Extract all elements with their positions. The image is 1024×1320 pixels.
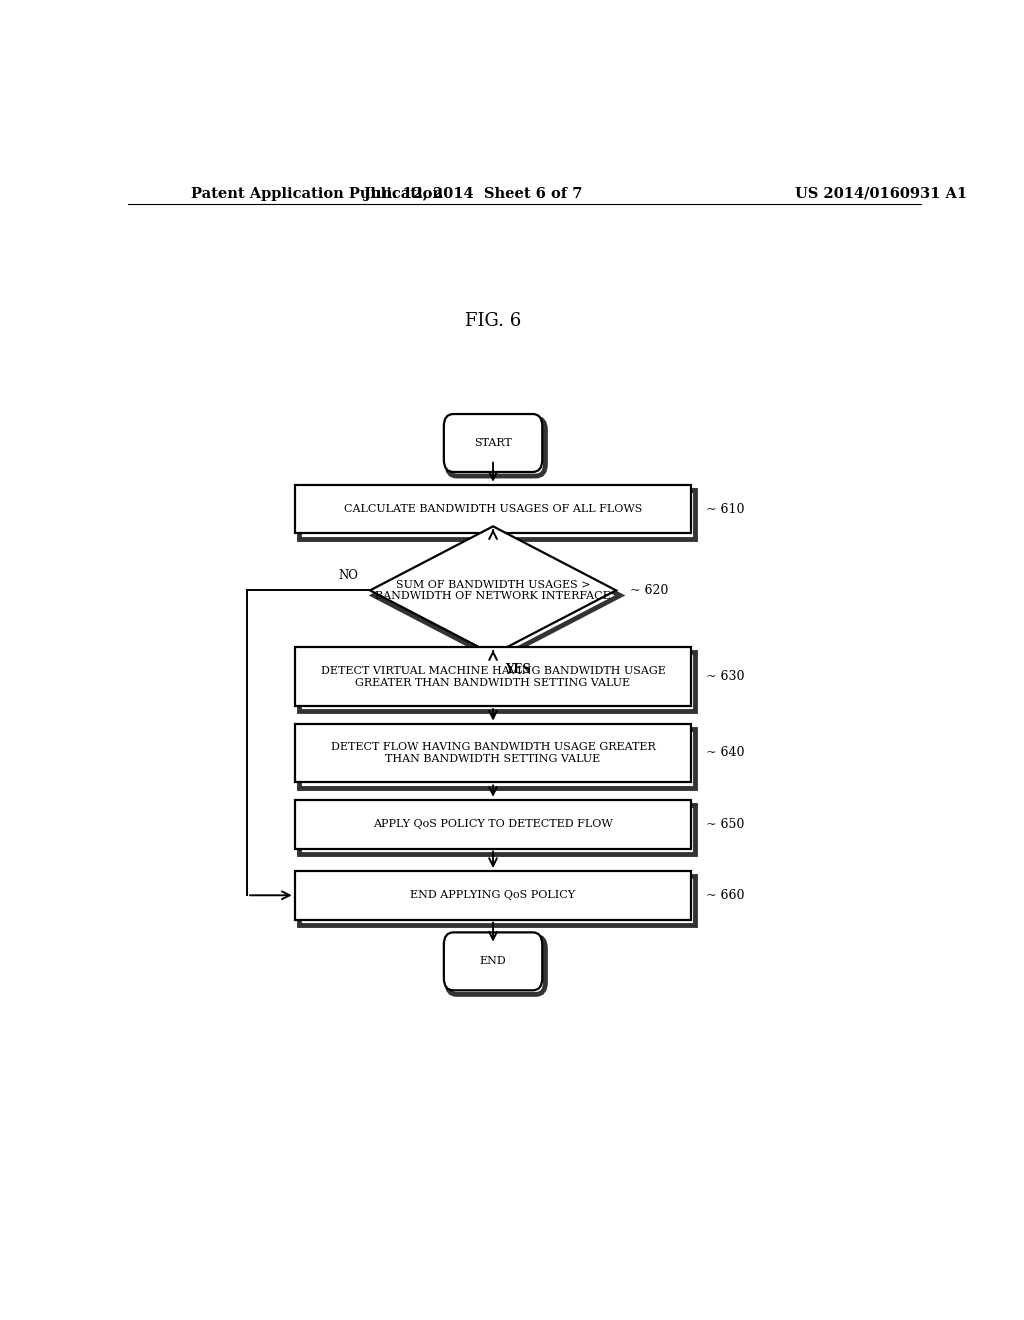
Text: DETECT VIRTUAL MACHINE HAVING BANDWIDTH USAGE
GREATER THAN BANDWIDTH SETTING VAL: DETECT VIRTUAL MACHINE HAVING BANDWIDTH …	[321, 667, 666, 688]
Polygon shape	[295, 871, 691, 920]
Polygon shape	[299, 652, 695, 711]
Text: ~ 620: ~ 620	[631, 583, 669, 597]
Polygon shape	[299, 490, 695, 539]
Text: DETECT FLOW HAVING BANDWIDTH USAGE GREATER
THAN BANDWIDTH SETTING VALUE: DETECT FLOW HAVING BANDWIDTH USAGE GREAT…	[331, 742, 655, 764]
Text: NO: NO	[338, 569, 358, 582]
Polygon shape	[295, 484, 691, 533]
FancyBboxPatch shape	[447, 936, 546, 994]
Text: CALCULATE BANDWIDTH USAGES OF ALL FLOWS: CALCULATE BANDWIDTH USAGES OF ALL FLOWS	[344, 504, 642, 513]
Polygon shape	[295, 647, 691, 706]
Text: ~ 610: ~ 610	[706, 503, 744, 516]
Text: YES: YES	[505, 663, 530, 676]
Polygon shape	[299, 805, 695, 854]
Text: SUM OF BANDWIDTH USAGES >
BANDWIDTH OF NETWORK INTERFACE: SUM OF BANDWIDTH USAGES > BANDWIDTH OF N…	[375, 579, 611, 601]
FancyBboxPatch shape	[443, 932, 543, 990]
Text: FIG. 6: FIG. 6	[465, 312, 521, 330]
Text: END APPLYING QoS POLICY: END APPLYING QoS POLICY	[411, 890, 575, 900]
Text: START: START	[474, 438, 512, 447]
Polygon shape	[374, 532, 620, 660]
Text: ~ 650: ~ 650	[706, 817, 744, 830]
Polygon shape	[370, 527, 616, 655]
Text: ~ 640: ~ 640	[706, 747, 744, 759]
Polygon shape	[295, 800, 691, 849]
Polygon shape	[295, 723, 691, 783]
FancyBboxPatch shape	[447, 418, 546, 477]
Polygon shape	[299, 876, 695, 925]
Text: ~ 630: ~ 630	[706, 671, 744, 684]
Text: US 2014/0160931 A1: US 2014/0160931 A1	[795, 187, 967, 201]
FancyBboxPatch shape	[443, 414, 543, 473]
Text: APPLY QoS POLICY TO DETECTED FLOW: APPLY QoS POLICY TO DETECTED FLOW	[373, 820, 613, 829]
Text: END: END	[479, 957, 507, 966]
Text: ~ 660: ~ 660	[706, 888, 744, 902]
Text: Jun. 12, 2014  Sheet 6 of 7: Jun. 12, 2014 Sheet 6 of 7	[364, 187, 583, 201]
Polygon shape	[299, 729, 695, 788]
Text: Patent Application Publication: Patent Application Publication	[191, 187, 443, 201]
